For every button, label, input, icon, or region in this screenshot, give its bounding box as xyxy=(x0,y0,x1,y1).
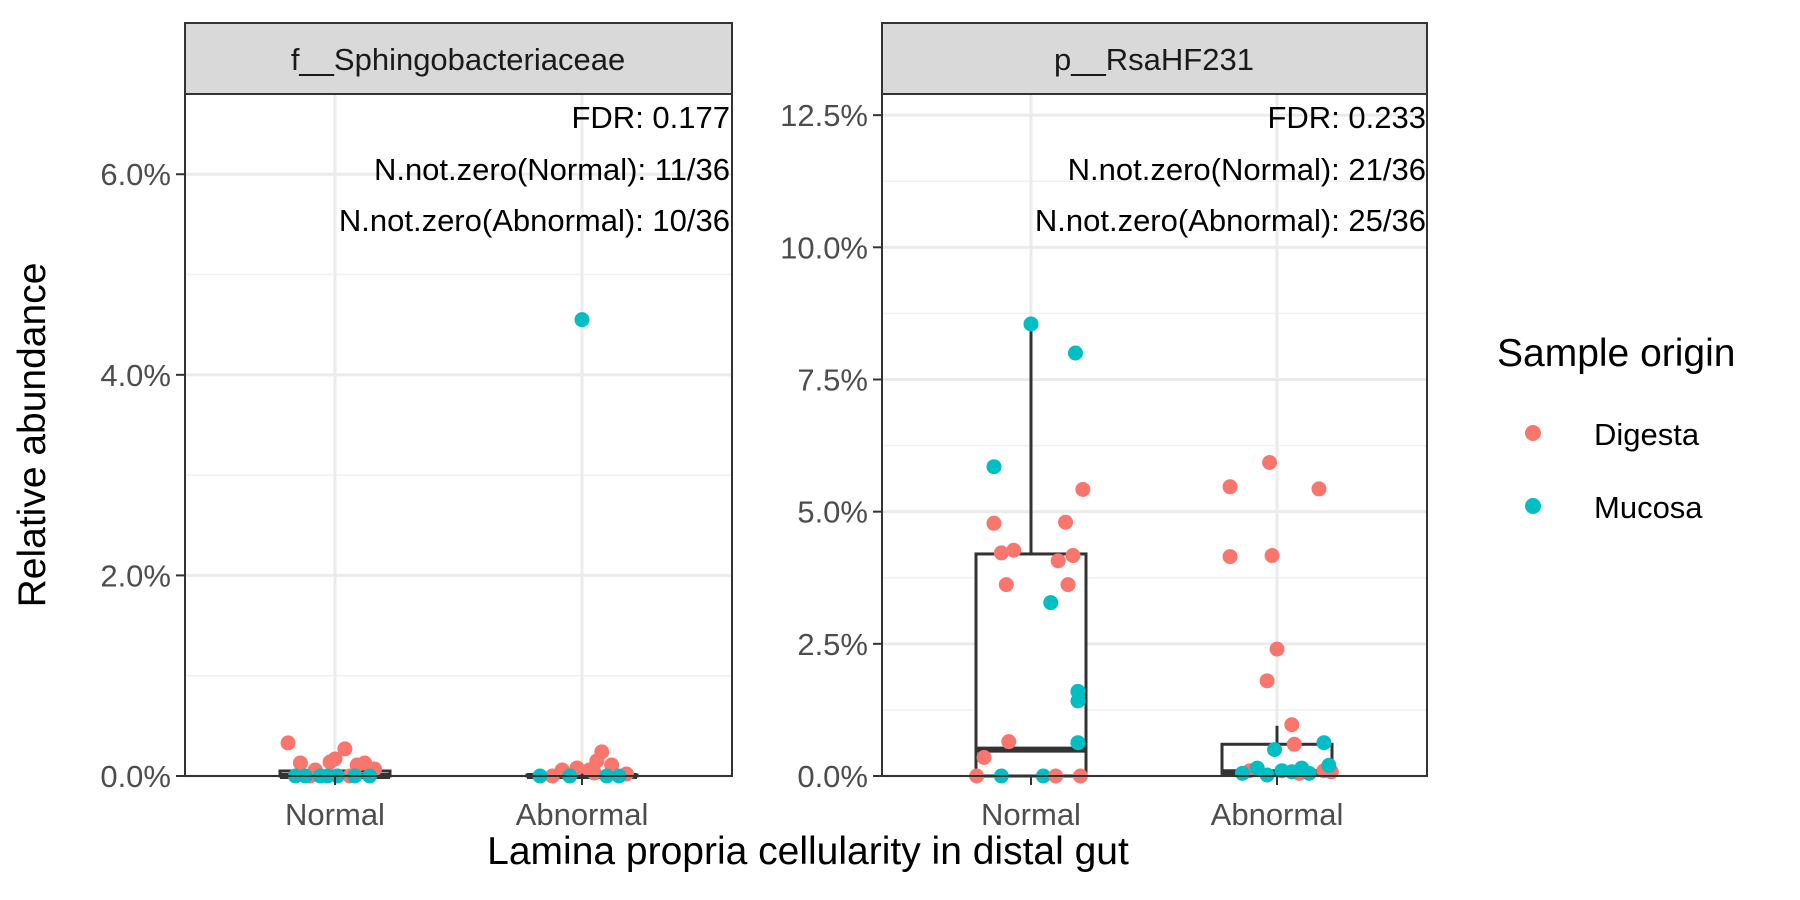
data-point-mucosa xyxy=(1316,735,1332,751)
y-tick-label-2: 0.0% xyxy=(797,759,868,794)
data-point-mucosa xyxy=(986,459,1002,475)
y-tick-label-2: 5.0% xyxy=(797,495,868,530)
panel-background-1 xyxy=(185,94,732,776)
legend-key-mucosa xyxy=(1525,498,1541,514)
x-tick-label-abnormal-2: Abnormal xyxy=(1211,797,1344,832)
facet-strip-1 xyxy=(184,22,733,95)
facet-strip-label-2: p__RsaHF231 xyxy=(1054,42,1254,77)
data-point-digesta xyxy=(292,755,308,771)
annotation-normal-count-2: N.not.zero(Normal): 21/36 xyxy=(1068,152,1426,187)
data-point-digesta xyxy=(1222,549,1238,565)
data-point-digesta xyxy=(1311,481,1327,497)
facet-strip-label-1: f__Sphingobacteriaceae xyxy=(291,42,625,77)
y-tick-label-2: 2.5% xyxy=(797,627,868,662)
data-point-digesta xyxy=(998,577,1014,593)
legend: Sample origin Digesta Mucosa xyxy=(1497,332,1735,525)
data-point-mucosa xyxy=(1070,693,1086,709)
y-tick-label-1: 4.0% xyxy=(100,358,171,393)
data-point-digesta xyxy=(1075,481,1091,497)
data-point-mucosa xyxy=(1234,765,1250,781)
data-point-digesta xyxy=(280,735,296,751)
annotation-fdr-2: FDR: 0.233 xyxy=(1267,100,1426,135)
data-point-digesta xyxy=(1006,542,1022,558)
data-point-digesta xyxy=(1060,577,1076,593)
y-tick-label-1: 0.0% xyxy=(100,759,171,794)
y-tick-label-2: 12.5% xyxy=(780,98,868,133)
data-point-digesta xyxy=(337,741,353,757)
facet-panel-1: f__Sphingobacteriaceae FDR: 0.177 N.not.… xyxy=(100,22,733,832)
data-point-digesta xyxy=(1286,736,1302,752)
panel-background-2 xyxy=(882,94,1427,776)
data-point-mucosa xyxy=(1259,767,1275,783)
y-tick-label-2: 7.5% xyxy=(797,362,868,397)
data-point-mucosa xyxy=(1321,757,1337,773)
data-point-mucosa xyxy=(1301,765,1317,781)
legend-label-digesta: Digesta xyxy=(1594,417,1700,452)
y-tick-label-1: 6.0% xyxy=(100,157,171,192)
annotation-abnormal-count-1: N.not.zero(Abnormal): 10/36 xyxy=(339,203,730,238)
data-point-digesta xyxy=(1058,514,1074,530)
data-point-digesta xyxy=(327,751,343,767)
data-point-digesta xyxy=(1065,548,1081,564)
data-point-digesta xyxy=(1001,734,1017,750)
data-point-digesta xyxy=(1262,454,1278,470)
legend-label-mucosa: Mucosa xyxy=(1594,490,1703,525)
panel-border-2 xyxy=(881,93,1428,777)
x-tick-label-normal-2: Normal xyxy=(981,797,1081,832)
data-point-digesta xyxy=(976,749,992,765)
legend-title: Sample origin xyxy=(1497,332,1735,375)
data-point-mucosa xyxy=(1267,742,1283,758)
data-point-digesta xyxy=(1264,548,1280,564)
annotation-fdr-1: FDR: 0.177 xyxy=(571,100,730,135)
facet-panel-2: p__RsaHF231 FDR: 0.233 N.not.zero(Normal… xyxy=(780,22,1428,832)
y-tick-label-1: 2.0% xyxy=(100,558,171,593)
data-point-digesta xyxy=(986,515,1002,531)
data-point-digesta xyxy=(1222,479,1238,495)
facet-strip-2 xyxy=(881,22,1428,95)
data-point-digesta xyxy=(1284,717,1300,733)
data-point-digesta xyxy=(594,744,610,760)
data-point-digesta xyxy=(1269,641,1285,657)
legend-key-digesta xyxy=(1525,425,1541,441)
data-point-digesta xyxy=(1259,673,1275,689)
annotation-abnormal-count-2: N.not.zero(Abnormal): 25/36 xyxy=(1035,203,1426,238)
y-tick-label-2: 10.0% xyxy=(780,230,868,265)
y-axis-title: Relative abundance xyxy=(11,263,54,608)
data-point-mucosa xyxy=(1070,735,1086,751)
panel-border-1 xyxy=(184,93,733,777)
data-point-mucosa xyxy=(574,312,590,328)
data-point-digesta xyxy=(1050,553,1066,569)
data-point-mucosa xyxy=(1043,595,1059,611)
data-point-mucosa xyxy=(1067,345,1083,361)
annotation-normal-count-1: N.not.zero(Normal): 11/36 xyxy=(374,152,730,187)
x-tick-label-abnormal-1: Abnormal xyxy=(516,797,649,832)
x-tick-label-normal-1: Normal xyxy=(285,797,385,832)
data-point-mucosa xyxy=(1284,764,1300,780)
x-axis-title: Lamina propria cellularity in distal gut xyxy=(487,830,1129,873)
data-point-mucosa xyxy=(1023,316,1039,332)
data-point-digesta xyxy=(993,545,1009,561)
